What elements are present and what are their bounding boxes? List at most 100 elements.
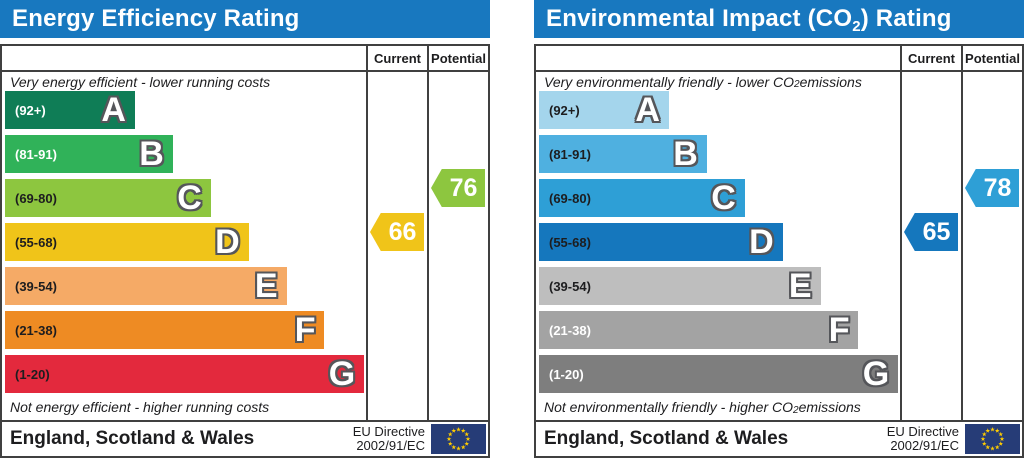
potential-column-header: Potential (961, 46, 1022, 72)
header-spacer (2, 46, 366, 72)
band-zone: Very environmentally friendly - lower CO… (536, 72, 900, 420)
band-range-label: (21-38) (549, 322, 591, 338)
band-range-label: (69-80) (15, 190, 57, 206)
band-bar-c: (69-80) C (539, 179, 745, 217)
current-column: 66 (366, 72, 427, 420)
energy-title-bar: Energy Efficiency Rating (0, 0, 490, 38)
band-row-d: (55-68) D (539, 223, 900, 261)
text-segment: Very energy efficient - lower running co… (10, 73, 271, 90)
band-letter: E (254, 267, 278, 305)
band-row-b: (81-91) B (5, 135, 366, 173)
energy-rating-table: Current Potential Very energy efficient … (0, 44, 490, 458)
band-bar-f: (21-38) F (5, 311, 325, 349)
current-rating-tag: 66 (370, 213, 424, 251)
band-row-g: (1-20) G (5, 355, 366, 393)
band-bar-g: (1-20) G (539, 355, 899, 393)
band-bar-g: (1-20) G (5, 355, 365, 393)
top-caption: Very energy efficient - lower running co… (2, 72, 366, 91)
band-bar-e: (39-54) E (5, 267, 287, 305)
text-segment: Not environmentally friendly - higher CO (544, 399, 793, 415)
potential-column: 76 (427, 72, 488, 420)
band-row-a: (92+) A (5, 91, 366, 129)
band-range-label: (39-54) (549, 278, 591, 294)
band-bar-e: (39-54) E (539, 267, 821, 305)
co2-title-bar: Environmental Impact (CO2) Rating (534, 0, 1024, 38)
eu-directive-line1: EU Directive (886, 424, 959, 439)
text-segment: Very environmentally friendly - lower CO (544, 73, 795, 90)
band-bar-d: (55-68) D (539, 223, 783, 261)
band-range-label: (39-54) (15, 278, 57, 294)
band-letter: B (673, 135, 698, 173)
top-caption: Very environmentally friendly - lower CO… (536, 72, 900, 91)
region-label: England, Scotland & Wales (544, 428, 789, 449)
band-bar-a: (92+) A (5, 91, 135, 129)
band-bar-d: (55-68) D (5, 223, 249, 261)
band-bar-b: (81-91) B (5, 135, 173, 173)
subscript-text: 2 (794, 79, 800, 90)
band-letter: C (711, 179, 736, 217)
band-range-label: (55-68) (549, 234, 591, 250)
band-range-label: (1-20) (549, 366, 584, 382)
text-segment: Environmental Impact (CO (546, 5, 853, 32)
eu-directive-label: EU Directive 2002/91/EC (887, 425, 965, 453)
band-letter: C (177, 179, 202, 217)
band-row-f: (21-38) F (5, 311, 366, 349)
panel-title: Energy Efficiency Rating (12, 5, 300, 33)
eu-directive-label: EU Directive 2002/91/EC (353, 425, 431, 453)
band-letter: A (635, 91, 660, 129)
potential-column: 78 (961, 72, 1022, 420)
band-letter: G (328, 355, 356, 393)
band-range-label: (92+) (549, 102, 580, 118)
band-letter: E (788, 267, 812, 305)
subscript-text: 2 (793, 404, 799, 416)
band-row-d: (55-68) D (5, 223, 366, 261)
text-segment: ) Rating (860, 5, 952, 32)
eu-flag-icon (965, 424, 1020, 454)
bottom-caption: Not energy efficient - higher running co… (2, 397, 366, 417)
current-column: 65 (900, 72, 961, 420)
text-segment: emissions (798, 399, 861, 415)
band-range-label: (1-20) (15, 366, 50, 382)
subscript-text: 2 (852, 18, 861, 35)
band-letter: F (828, 311, 850, 349)
band-bar-a: (92+) A (539, 91, 669, 129)
potential-rating-tag: 76 (431, 169, 485, 207)
eu-directive-line1: EU Directive (352, 424, 425, 439)
band-row-e: (39-54) E (5, 267, 366, 305)
text-segment: Energy Efficiency Rating (12, 5, 300, 32)
footer: England, Scotland & Wales EU Directive 2… (536, 420, 1022, 456)
potential-rating-tag: 78 (965, 169, 1019, 207)
band-zone: Very energy efficient - lower running co… (2, 72, 366, 420)
band-row-e: (39-54) E (539, 267, 900, 305)
band-range-label: (55-68) (15, 234, 57, 250)
band-range-label: (92+) (15, 102, 46, 118)
co2-rating-table: Current Potential Very environmentally f… (534, 44, 1024, 458)
band-bar-c: (69-80) C (5, 179, 211, 217)
band-letter: A (101, 91, 126, 129)
band-letter: G (862, 355, 890, 393)
region-label: England, Scotland & Wales (10, 428, 255, 449)
band-range-label: (81-91) (549, 146, 591, 162)
current-column-header: Current (366, 46, 427, 72)
eu-flag-icon (431, 424, 486, 454)
header-spacer (536, 46, 900, 72)
energy-efficiency-panel: Energy Efficiency Rating Current Potenti… (0, 0, 490, 460)
text-segment: emissions (799, 73, 862, 90)
bands-container: (92+) A (81-91) B (69-80) C (55-68) D (39-54) E (2… (536, 91, 900, 393)
band-row-g: (1-20) G (539, 355, 900, 393)
band-letter: F (294, 311, 316, 349)
potential-column-header: Potential (427, 46, 488, 72)
band-letter: D (215, 223, 240, 261)
band-row-b: (81-91) B (539, 135, 900, 173)
band-row-a: (92+) A (539, 91, 900, 129)
band-row-c: (69-80) C (5, 179, 366, 217)
bands-container: (92+) A (81-91) B (69-80) C (55-68) D (39-54) E (2… (2, 91, 366, 393)
band-range-label: (21-38) (15, 322, 57, 338)
panel-title: Environmental Impact (CO2) Rating (546, 5, 952, 35)
eu-directive-line2: 2002/91/EC (356, 438, 425, 453)
band-letter: D (749, 223, 774, 261)
band-letter: B (139, 135, 164, 173)
band-row-f: (21-38) F (539, 311, 900, 349)
footer: England, Scotland & Wales EU Directive 2… (2, 420, 488, 456)
